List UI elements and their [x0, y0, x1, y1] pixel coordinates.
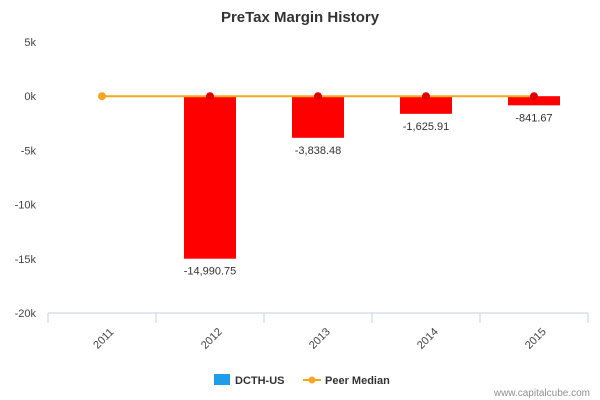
- x-tick-label: 2015: [523, 326, 549, 352]
- bar-dcth-us: [292, 96, 344, 138]
- x-tick-label: 2013: [307, 326, 333, 352]
- plot-area: 5k 0k -5k -10k -15k -20k 2011 2012 2013 2014 2015 -…: [15, 37, 589, 352]
- peer-median-point: [98, 92, 106, 101]
- y-tick-label: -20k: [15, 308, 37, 320]
- legend-label-dctu: DCTH-US: [235, 375, 285, 387]
- y-tick-label: 5k: [24, 37, 36, 49]
- x-tick-label: 2011: [91, 326, 116, 351]
- bar-data-label: -841.67: [515, 112, 552, 124]
- y-tick-label: -10k: [15, 200, 37, 212]
- credit-text: www.capitalcube.com: [493, 388, 590, 399]
- y-tick-label: 0k: [24, 91, 36, 103]
- legend-label-peer-median: Peer Median: [325, 375, 390, 387]
- bar-dcth-us: [184, 96, 236, 259]
- bar-data-label: -1,625.91: [403, 121, 449, 133]
- legend-marker-peer-median: [308, 376, 316, 384]
- bar-dcth-us: [508, 96, 560, 106]
- x-tick-label: 2014: [415, 326, 441, 352]
- legend-swatch-dctu: [214, 374, 230, 385]
- bar-data-label: -3,838.48: [295, 145, 341, 157]
- legend: DCTH-US Peer Median: [214, 374, 390, 387]
- y-tick-label: -15k: [15, 254, 37, 266]
- chart-title: PreTax Margin History: [221, 9, 380, 26]
- peer-median-point: [206, 92, 214, 101]
- bar-data-label: -14,990.75: [184, 266, 237, 278]
- y-tick-label: -5k: [21, 145, 37, 157]
- peer-median-point: [530, 92, 538, 101]
- bar-dcth-us: [400, 96, 452, 114]
- x-tick-label: 2012: [199, 326, 225, 352]
- peer-median-point: [422, 92, 430, 101]
- peer-median-point: [314, 92, 322, 101]
